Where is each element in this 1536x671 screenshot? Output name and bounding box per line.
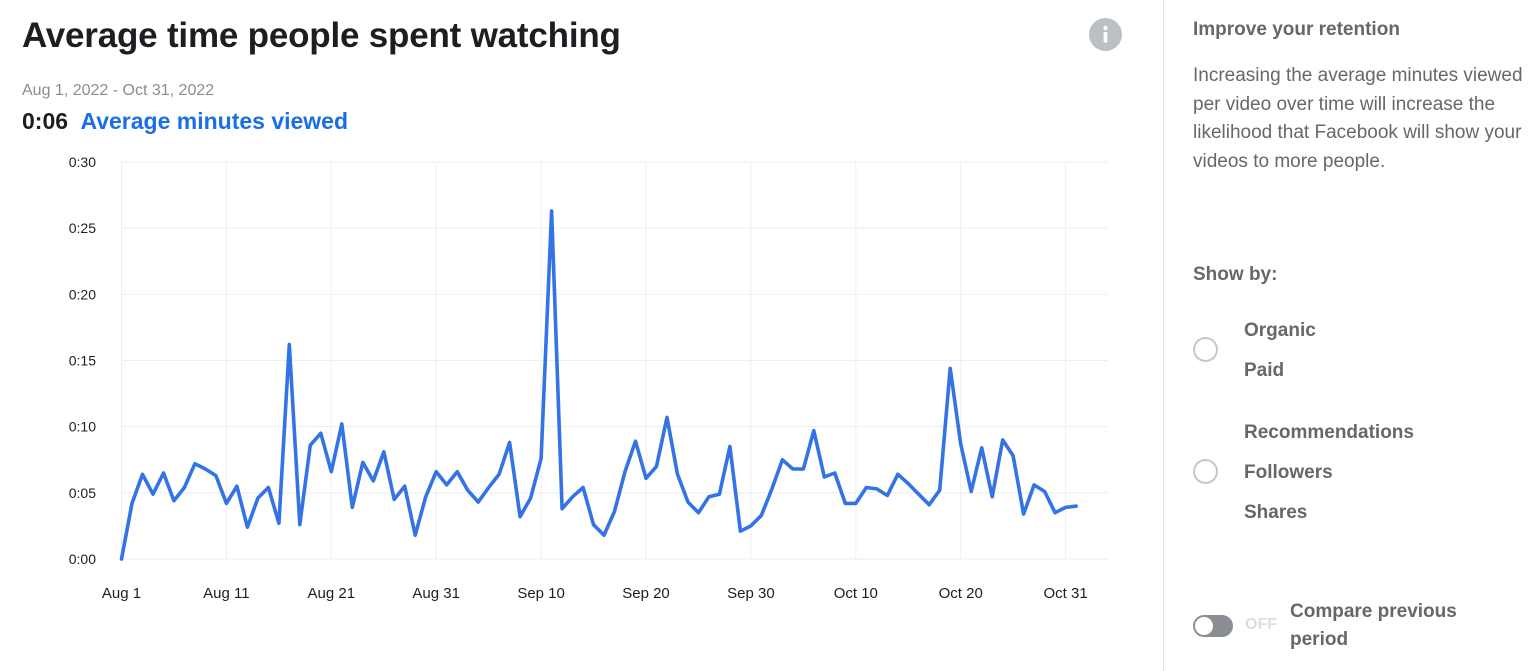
metric-label[interactable]: Average minutes viewed [80,108,349,134]
x-tick-label: Sep 20 [622,585,670,602]
insights-sidebar: Improve your retention Increasing the av… [1164,0,1536,671]
option-recommendations[interactable]: Recommendations [1244,422,1414,443]
radio-organic-paid[interactable] [1193,337,1218,362]
x-tick-label: Aug 11 [203,585,249,602]
x-tick-label: Sep 10 [517,585,565,602]
x-axis-labels: Aug 1 Aug 11 Aug 21 Aug 31 Sep 10 Sep 20 Sep 3… [102,585,1088,602]
series-layer [119,209,1078,561]
series-line-average-minutes-viewed[interactable] [119,209,1078,561]
option-shares[interactable]: Shares [1244,502,1308,523]
toggle-state-label: OFF [1245,616,1277,633]
info-glyph [1103,25,1108,43]
x-tick-label: Oct 20 [939,585,983,602]
show-by-label: Show by: [1193,264,1278,285]
date-range: Aug 1, 2022 - Oct 31, 2022 [22,82,215,99]
x-tick-label: Aug 31 [412,585,460,602]
option-paid[interactable]: Paid [1244,360,1285,381]
y-tick-label: 0:15 [69,353,96,369]
y-tick-label: 0:20 [69,286,96,302]
option-followers[interactable]: Followers [1244,462,1333,483]
compare-toggle[interactable] [1193,615,1233,637]
x-tick-label: Oct 31 [1044,585,1088,602]
toggle-knob [1195,617,1213,635]
improve-retention-text: Increasing the average minutes viewed pe… [1193,65,1523,172]
x-tick-label: Oct 10 [834,585,878,602]
compare-previous-period-label[interactable]: Compare previous period [1290,601,1457,650]
info-icon[interactable] [1089,18,1122,51]
y-tick-label: 0:10 [69,419,96,435]
y-tick-label: 0:25 [69,220,96,236]
page-title: Average time people spent watching [22,16,621,55]
metric-value: 0:06 [22,108,69,134]
y-axis-labels: 0:00 0:05 0:10 0:15 0:20 0:25 0:30 [69,154,96,567]
y-tick-label: 0:00 [69,551,96,567]
x-tick-label: Sep 30 [727,585,775,602]
improve-retention-title: Improve your retention [1193,19,1400,40]
x-tick-label: Aug 21 [308,585,356,602]
line-chart[interactable]: 0:00 0:05 0:10 0:15 0:20 0:25 0:30 Aug 1 Aug 11… [0,140,1163,620]
radio-recommendations-followers-shares[interactable] [1193,459,1218,484]
chart-panel: Average time people spent watching Aug 1… [0,16,1163,620]
metric-summary: 0:06 Average minutes viewed [22,108,348,135]
y-tick-label: 0:05 [69,485,96,501]
chart-grid [121,161,1108,560]
y-tick-label: 0:30 [69,154,96,170]
x-tick-label: Aug 1 [102,585,141,602]
panel-divider [1163,0,1164,671]
option-organic[interactable]: Organic [1244,320,1316,341]
